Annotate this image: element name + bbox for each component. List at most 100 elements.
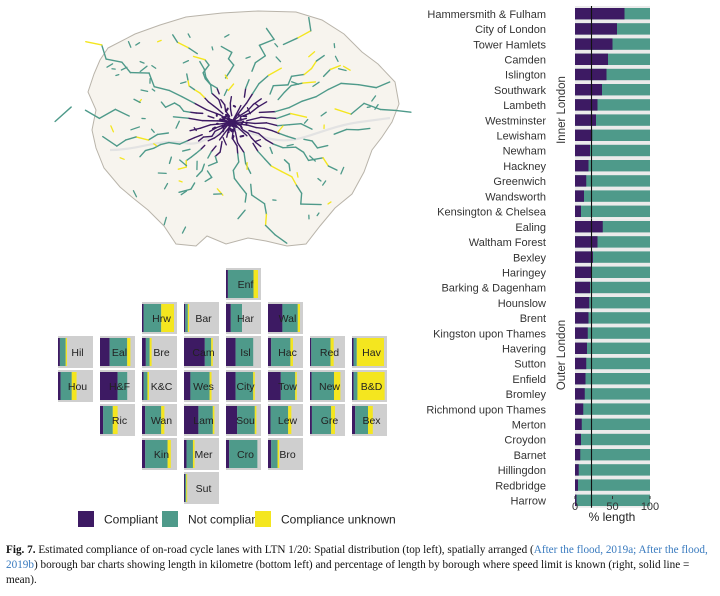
map-cycle-lane	[280, 170, 293, 178]
map-cycle-lane	[288, 100, 303, 109]
x-tick-label: 50	[606, 501, 618, 513]
map-cycle-lane	[243, 87, 247, 98]
tile-bar-compliant	[100, 338, 110, 366]
category-label: Hammersmith & Fulham	[427, 9, 546, 21]
map-cycle-lane	[153, 85, 170, 92]
tile-bar-compliant	[100, 406, 104, 434]
map-cycle-lane	[275, 112, 292, 120]
tile-label: Gre	[321, 415, 339, 427]
map-cycle-lane	[244, 79, 250, 89]
bar-not-compliant	[575, 373, 650, 385]
tile-label: Lew	[278, 415, 298, 427]
map-cycle-lane	[286, 143, 294, 147]
map-cycle-lane	[263, 202, 268, 215]
tile-bar-compliant	[184, 372, 191, 400]
map-cycle-lane	[300, 123, 313, 130]
map-cycle-lane	[206, 170, 213, 179]
tile-bar-not-compliant	[230, 304, 242, 332]
map-cycle-lane	[156, 132, 170, 136]
map-cycle-lane	[139, 65, 148, 73]
map-cycle-lane	[236, 142, 245, 154]
map-cycle-lane	[350, 102, 365, 115]
map-cycle-lane	[221, 116, 226, 121]
map-cycle-lane	[193, 88, 201, 94]
tile-bar-unknown	[334, 372, 341, 400]
map-cycle-lane	[357, 84, 377, 89]
map-cycle-lane	[250, 183, 253, 196]
map-cycle-lane	[322, 157, 330, 167]
bar-not-compliant	[575, 327, 650, 339]
map-cycle-lane	[374, 104, 379, 110]
map-cycle-lane	[337, 68, 347, 72]
map-cycle-lane	[231, 129, 236, 133]
map-cycle-lane	[227, 51, 233, 60]
map-cycle-lane	[219, 146, 222, 153]
tile-label: Mer	[194, 449, 213, 461]
map-cycle-lane	[207, 161, 218, 167]
category-label: Harrow	[511, 496, 547, 508]
map-cycle-lane	[288, 163, 291, 172]
bar-not-compliant	[575, 342, 650, 354]
tile-bar-unknown	[253, 270, 258, 298]
map-cycle-lane	[172, 34, 179, 43]
tile-bar-compliant	[58, 372, 61, 400]
caption-citation-link[interactable]: After the flood, 2019a; After the flood,…	[6, 544, 708, 571]
map-cycle-lane	[272, 84, 289, 87]
map-cycle-lane	[327, 201, 332, 205]
map-cycle-lane	[366, 106, 371, 109]
map-cycle-lane	[214, 155, 218, 163]
category-label: Ealing	[515, 222, 546, 234]
bar-compliant	[575, 160, 589, 172]
tile-bar-not-compliant	[190, 372, 210, 400]
map-cycle-lane	[258, 44, 267, 57]
map-cycle-lane	[180, 81, 187, 85]
tile-bar-not-compliant	[204, 338, 212, 366]
map-cycle-lane	[287, 75, 293, 86]
map-cycle-lane	[84, 109, 101, 120]
tile-label: Cro	[237, 449, 254, 461]
map-cycle-lane	[245, 92, 254, 104]
map-cycle-lane	[270, 165, 283, 173]
map-cycle-lane	[183, 110, 191, 113]
map-cycle-lane	[199, 92, 206, 99]
map-cycle-lane	[312, 81, 320, 88]
map-cycle-lane	[151, 88, 156, 92]
map-cycle-lane	[164, 102, 176, 108]
category-label: Wandsworth	[485, 191, 546, 203]
tile-bar-compliant	[268, 372, 281, 400]
category-label: Bexley	[513, 252, 547, 264]
tile-bar-compliant	[184, 338, 205, 366]
map-cycle-lane	[181, 95, 195, 104]
bar-not-compliant	[575, 160, 650, 172]
map-cycle-lane	[371, 95, 377, 102]
map-cycle-lane	[303, 67, 313, 76]
tile-bar-unknown	[186, 474, 188, 502]
tile-bar-unknown	[297, 304, 300, 332]
bar-compliant	[575, 418, 582, 430]
map-cycle-lane	[207, 137, 216, 142]
map-cycle-lane	[114, 108, 130, 117]
map-cycle-lane	[269, 84, 275, 95]
map-cycle-lane	[216, 87, 220, 95]
map-cycle-lane	[239, 125, 243, 130]
caption-label: Fig. 7.	[6, 544, 36, 556]
map-cycle-lane	[289, 112, 308, 118]
tile-bar-not-compliant	[103, 406, 113, 434]
bar-not-compliant	[575, 129, 650, 141]
bar-compliant	[575, 221, 603, 233]
map-cycle-lane	[300, 192, 303, 205]
tile-label: Tow	[278, 381, 297, 393]
map-cycle-lane	[258, 110, 276, 114]
bar-compliant	[575, 479, 578, 491]
map-cycle-lane	[163, 182, 169, 190]
map-cycle-lane	[243, 151, 247, 165]
map-cycle-lane	[272, 143, 284, 149]
bar-compliant	[575, 357, 587, 370]
map-cycle-lane	[110, 125, 115, 133]
map-cycle-lane	[139, 60, 145, 64]
x-axis-title: % length	[589, 510, 636, 524]
map-cycle-lane	[237, 209, 246, 220]
map-cycle-lane	[363, 102, 382, 111]
tile-bar-unknown	[290, 338, 293, 366]
tile-bar-not-compliant	[184, 474, 187, 502]
